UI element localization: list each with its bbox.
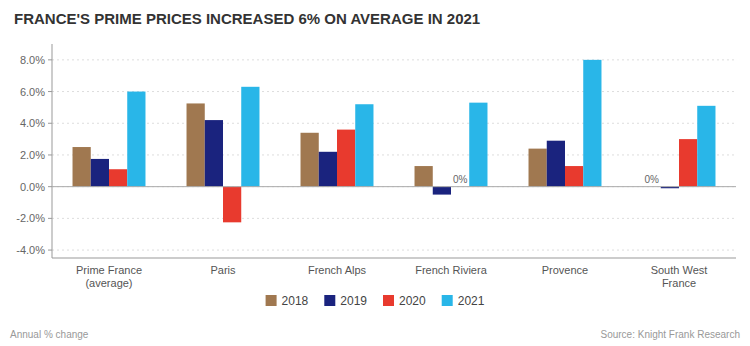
grid-line [52, 250, 736, 251]
grid-line [52, 123, 736, 124]
tick-mark [48, 123, 52, 124]
title: FRANCE'S PRIME PRICES INCREASED 6% ON AV… [14, 10, 480, 27]
legend-swatch [383, 295, 394, 306]
bar [697, 106, 715, 187]
legend-label: 2021 [458, 294, 485, 308]
bar [583, 60, 601, 187]
tick-mark [48, 250, 52, 251]
bar [109, 169, 127, 186]
tick-mark [48, 59, 52, 60]
category-label-line: (average) [85, 277, 132, 289]
bar [187, 103, 205, 186]
category-label-line: French Riviera [415, 264, 487, 276]
bar [547, 141, 565, 187]
category-label-line: Prime France [76, 264, 142, 276]
tick-mark [48, 154, 52, 155]
bar [355, 104, 373, 186]
bar [469, 103, 487, 187]
zero-line [52, 186, 736, 187]
tick-mark [48, 218, 52, 219]
legend-swatch [442, 295, 453, 306]
bar [73, 147, 91, 187]
bar [433, 187, 451, 195]
y-axis-line [52, 44, 53, 258]
bar [337, 130, 355, 187]
source-note: Source: Knight Frank Research [600, 329, 740, 340]
category-label: Prime France(average) [76, 264, 142, 289]
legend-swatch [324, 295, 335, 306]
category-label: French Alps [308, 264, 367, 276]
grid-line [52, 59, 736, 60]
category-label-line: Provence [542, 264, 588, 276]
grid-line [52, 154, 736, 155]
tick-label: 0.0% [20, 181, 45, 193]
y-label: Annual % change [10, 329, 89, 340]
bar [91, 159, 109, 187]
bar [565, 166, 583, 187]
category-label-line: Paris [210, 264, 236, 276]
tick-label: -4.0% [16, 244, 45, 256]
bar [415, 166, 433, 187]
bar [127, 92, 145, 187]
x-axis-line [52, 258, 736, 259]
grid-line [52, 218, 736, 219]
category-label-line: French Alps [308, 264, 367, 276]
grid-line [52, 91, 736, 92]
bar [205, 120, 223, 187]
legend-label: 2018 [282, 294, 309, 308]
tick-label: 4.0% [20, 117, 45, 129]
category-label: Provence [542, 264, 588, 276]
legend-label: 2020 [399, 294, 426, 308]
tick-mark [48, 91, 52, 92]
legend: 2018 2019 2020 2021 [266, 294, 485, 308]
bar [301, 133, 319, 187]
grid-line [52, 186, 736, 187]
tick-label: 8.0% [20, 54, 45, 66]
bar [529, 149, 547, 187]
tick-label: 6.0% [20, 86, 45, 98]
category-label-line: France [662, 277, 696, 289]
tick-label: 2.0% [20, 149, 45, 161]
bar [319, 152, 337, 187]
legend-swatch [266, 295, 277, 306]
bars [73, 60, 716, 222]
bar [679, 139, 697, 187]
category-label: Paris [210, 264, 236, 276]
annotation: 0% [453, 174, 468, 185]
category-label: South WestFrance [651, 264, 708, 289]
annotation: 0% [644, 174, 659, 185]
legend-label: 2019 [340, 294, 367, 308]
tick-label: -2.0% [16, 212, 45, 224]
bar [223, 187, 241, 223]
category-label-line: South West [651, 264, 708, 276]
tick-mark [48, 186, 52, 187]
category-label: French Riviera [415, 264, 487, 276]
bar [241, 87, 259, 187]
